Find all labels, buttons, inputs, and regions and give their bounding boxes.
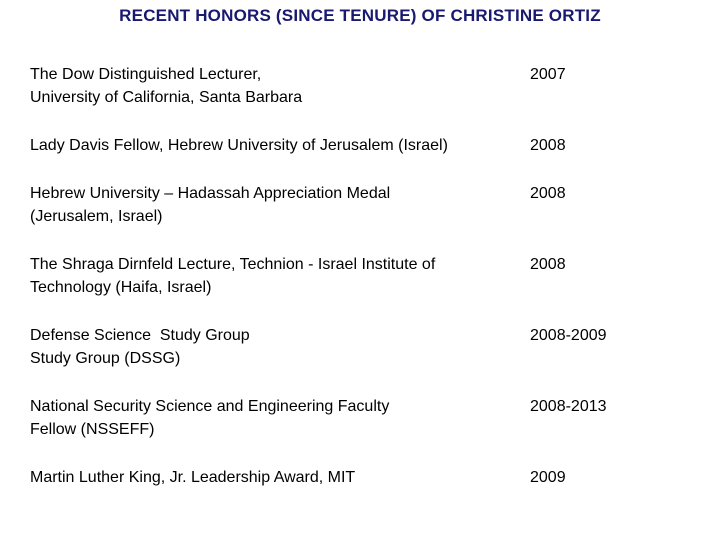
honor-year: 2007 bbox=[530, 66, 566, 83]
honor-year: 2008 bbox=[530, 256, 566, 273]
honor-row: The Shraga Dirnfeld Lecture, Technion - … bbox=[30, 253, 695, 299]
honor-text: Defense Science Study Group Study Group … bbox=[30, 327, 250, 367]
honor-year: 2008 bbox=[530, 185, 566, 202]
honor-text: Hebrew University – Hadassah Appreciatio… bbox=[30, 185, 391, 225]
honor-text: The Dow Distinguished Lecturer, Universi… bbox=[30, 66, 303, 106]
honor-row: Defense Science Study Group Study Group … bbox=[30, 324, 695, 370]
honor-row: Martin Luther King, Jr. Leadership Award… bbox=[30, 466, 695, 489]
honor-text: National Security Science and Engineerin… bbox=[30, 398, 390, 438]
honor-text: The Shraga Dirnfeld Lecture, Technion - … bbox=[30, 256, 436, 296]
honor-row: Lady Davis Fellow, Hebrew University of … bbox=[30, 134, 695, 157]
honor-text: Martin Luther King, Jr. Leadership Award… bbox=[30, 469, 356, 486]
honor-year: 2008 bbox=[530, 137, 566, 154]
honor-row: Hebrew University – Hadassah Appreciatio… bbox=[30, 182, 695, 228]
honor-text: Lady Davis Fellow, Hebrew University of … bbox=[30, 137, 448, 154]
honor-year: 2008-2013 bbox=[530, 398, 607, 415]
honor-year: 2009 bbox=[530, 469, 566, 486]
slide-title: RECENT HONORS (SINCE TENURE) OF CHRISTIN… bbox=[119, 6, 601, 25]
honor-row: The Dow Distinguished Lecturer, Universi… bbox=[30, 63, 695, 109]
honor-year: 2008-2009 bbox=[530, 327, 607, 344]
honors-list: The Dow Distinguished Lecturer, Universi… bbox=[30, 63, 695, 514]
honor-row: National Security Science and Engineerin… bbox=[30, 395, 695, 441]
